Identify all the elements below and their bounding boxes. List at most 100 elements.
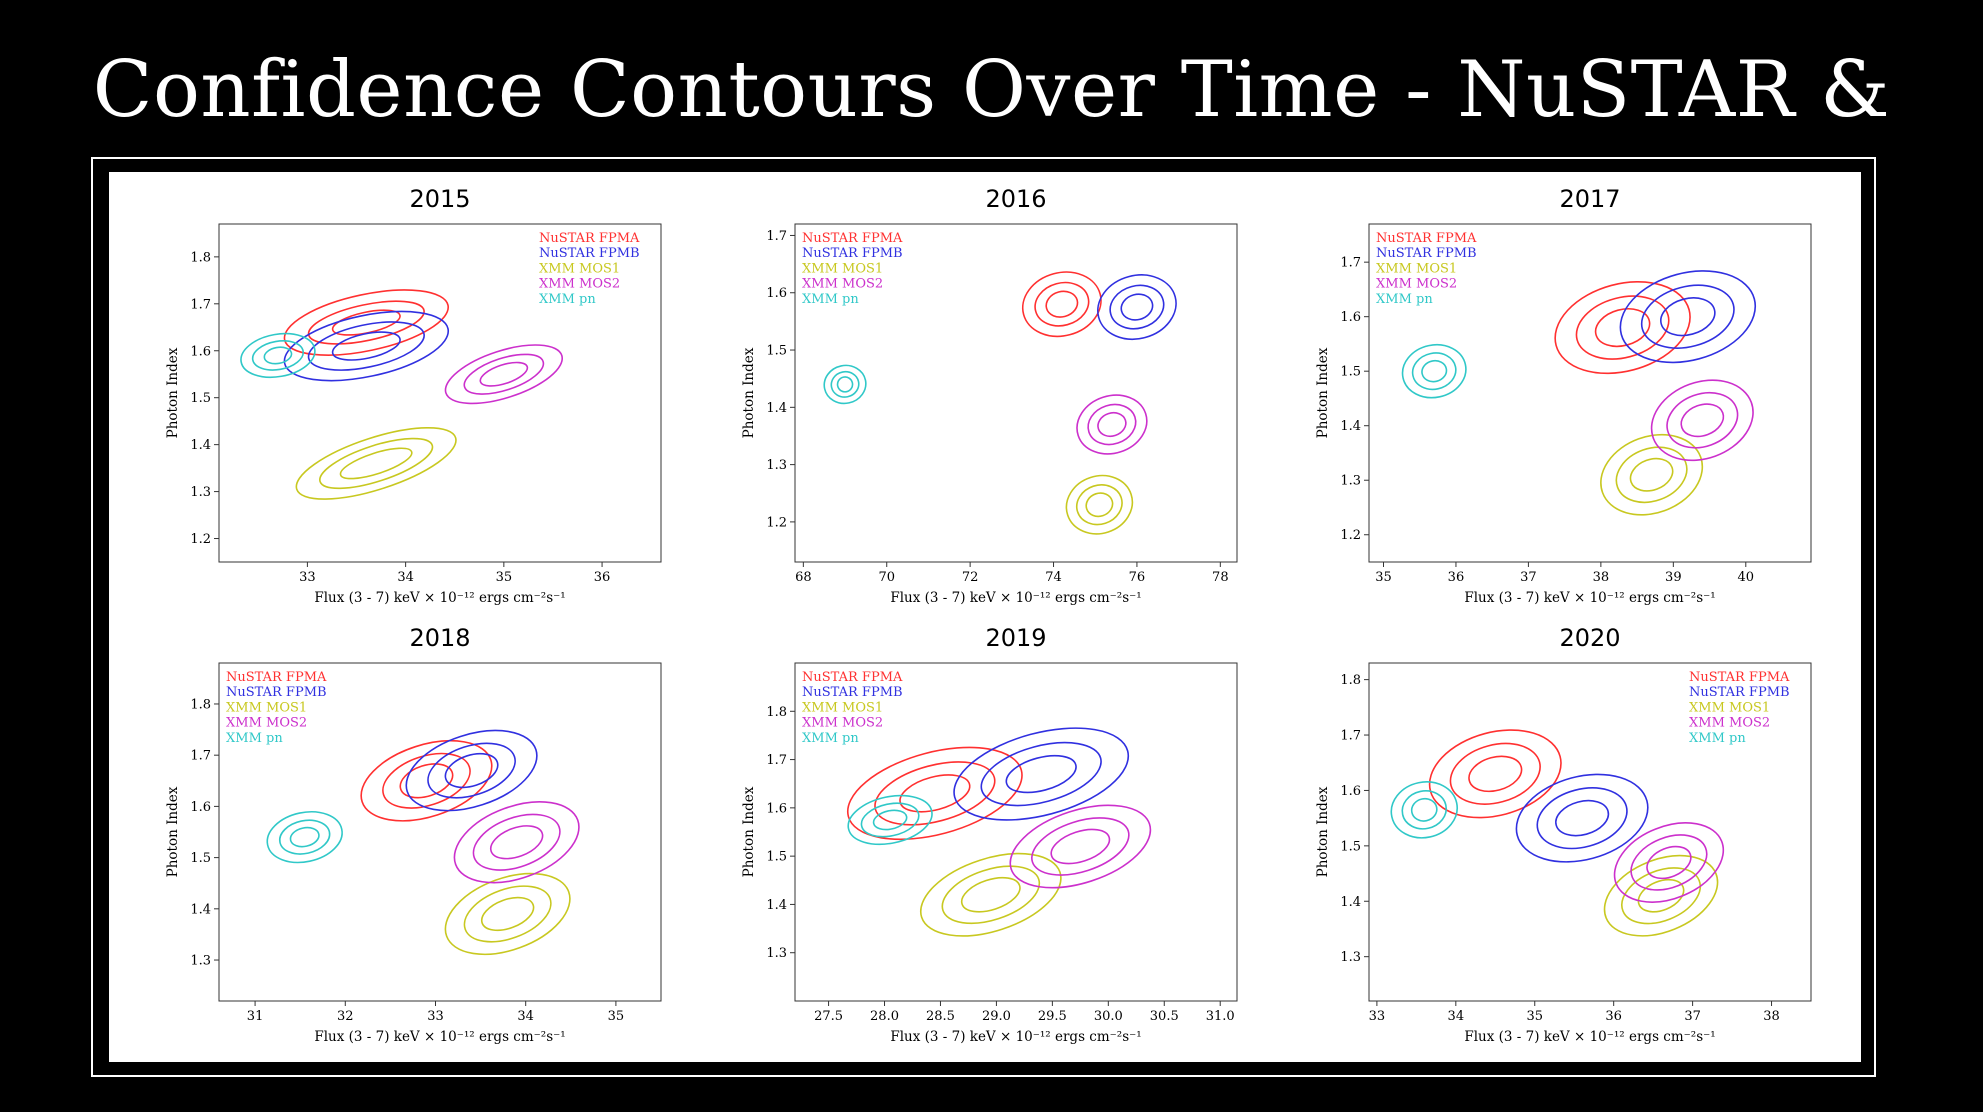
x-tick-label: 33 — [299, 570, 316, 585]
contour-nustar-fpma-1 — [1554, 281, 1691, 375]
contour-xmm-pn-3 — [836, 376, 854, 393]
contour-xmm-mos1-3 — [480, 896, 535, 932]
contour-xmm-pn-2 — [1401, 790, 1448, 830]
contour-nustar-fpma-1 — [283, 289, 450, 356]
y-tick-label: 1.6 — [1340, 784, 1361, 799]
x-axis-label: Flux (3 - 7) keV × 10⁻¹² ergs cm⁻²s⁻¹ — [890, 1029, 1141, 1045]
chart-panel-2019: 2019 27.5 28.0 28.5 29.0 29.5 30.0 30.5 31.0 1.3 1… — [741, 624, 1238, 1045]
y-tick-label: 1.5 — [190, 851, 211, 866]
chart-panel-2015: 2015 33 34 35 36 1.2 1.3 1.4 1.5 1.6 1.7 1.8 Flux (3… — [165, 185, 662, 606]
x-tick-label: 31.0 — [1206, 1009, 1235, 1024]
chart-panel-2018: 2018 31 32 33 34 35 1.3 1.4 1.5 1.6 1.7 1.8 Flux (3 … — [165, 624, 662, 1045]
contour-nustar-fpma-2 — [307, 300, 425, 345]
y-tick-label: 1.7 — [190, 749, 211, 764]
contour-nustar-fpma-3 — [399, 763, 454, 799]
contour-nustar-fpma-3 — [1594, 307, 1651, 348]
legend-entry: NuSTAR FPMB — [226, 685, 327, 700]
contour-nustar-fpma-1 — [1428, 729, 1562, 819]
y-tick-label: 1.6 — [190, 800, 211, 815]
contour-xmm-mos2-1 — [1650, 379, 1754, 462]
contour-nustar-fpma-2 — [874, 761, 996, 826]
y-tick-label: 1.4 — [1340, 419, 1361, 434]
contour-nustar-fpmb-2 — [427, 742, 516, 799]
x-tick-label: 30.5 — [1150, 1009, 1179, 1024]
x-tick-label: 29.5 — [1038, 1009, 1067, 1024]
legend-entry: XMM MOS2 — [1376, 277, 1457, 292]
plot-frame — [794, 223, 1238, 563]
contour-xmm-pn-1 — [1390, 781, 1458, 839]
contour-nustar-fpmb-3 — [444, 752, 499, 789]
contour-xmm-pn-2 — [1411, 352, 1457, 391]
plot-frame — [794, 662, 1238, 1002]
contour-xmm-mos1-3 — [1629, 457, 1674, 492]
y-tick-label: 1.5 — [766, 344, 787, 359]
x-tick-label: 68 — [795, 570, 812, 585]
y-tick-label: 1.5 — [766, 850, 787, 865]
legend-entry: NuSTAR FPMA — [1689, 670, 1790, 685]
x-tick-label: 27.5 — [814, 1009, 843, 1024]
y-tick-label: 1.5 — [1340, 839, 1361, 854]
contour-xmm-mos1-1 — [1065, 474, 1134, 535]
x-tick-label: 36 — [594, 570, 611, 585]
legend-entry: XMM MOS2 — [802, 716, 883, 731]
legend-entry: XMM MOS2 — [539, 277, 620, 292]
x-tick-label: 70 — [878, 570, 895, 585]
contour-nustar-fpma-1 — [846, 746, 1023, 841]
y-tick-label: 1.3 — [1340, 474, 1361, 489]
contour-xmm-pn-3 — [263, 346, 293, 365]
figure-area: 2015 33 34 35 36 1.2 1.3 1.4 1.5 1.6 1.7 1.8 Flux (3… — [109, 172, 1861, 1062]
x-tick-label: 30.0 — [1094, 1009, 1123, 1024]
contour-xmm-pn-1 — [1401, 343, 1467, 399]
contour-xmm-mos1-1 — [444, 872, 571, 956]
charts-grid: 2015 33 34 35 36 1.2 1.3 1.4 1.5 1.6 1.7 1.8 Flux (3… — [165, 185, 1812, 1045]
chart-title: 2017 — [1559, 185, 1620, 213]
contour-xmm-mos2-3 — [1097, 411, 1127, 438]
y-tick-label: 1.8 — [766, 705, 787, 720]
contour-xmm-mos2-2 — [1087, 403, 1137, 446]
y-tick-label: 1.4 — [766, 401, 787, 416]
x-tick-label: 36 — [1448, 570, 1465, 585]
legend-entry: XMM MOS2 — [802, 277, 883, 292]
x-tick-label: 38 — [1763, 1009, 1780, 1024]
contour-xmm-mos1-3 — [1085, 492, 1114, 518]
contour-xmm-pn-2 — [278, 819, 331, 855]
chart-panel-2020: 2020 33 34 35 36 37 38 1.3 1.4 1.5 1.6 1.7 1.8 Flux (… — [1315, 624, 1812, 1045]
contour-xmm-mos1-2 — [1075, 484, 1123, 526]
plot-frame — [218, 223, 662, 563]
legend-entry: NuSTAR FPMB — [802, 246, 903, 261]
contour-xmm-mos2-1 — [453, 801, 580, 884]
y-tick-label: 1.2 — [190, 532, 211, 547]
x-axis-label: Flux (3 - 7) keV × 10⁻¹² ergs cm⁻²s⁻¹ — [1464, 590, 1715, 606]
contour-nustar-fpma-1 — [360, 739, 493, 822]
y-axis-label: Photon Index — [1315, 347, 1331, 438]
legend-entry: XMM MOS1 — [802, 700, 883, 715]
x-axis-label: Flux (3 - 7) keV × 10⁻¹² ergs cm⁻²s⁻¹ — [1464, 1029, 1715, 1045]
legend-entry: NuSTAR FPMB — [1376, 246, 1477, 261]
y-tick-label: 1.6 — [1340, 310, 1361, 325]
y-tick-label: 1.8 — [190, 697, 211, 712]
y-tick-label: 1.4 — [766, 898, 787, 913]
legend-entry: XMM MOS1 — [802, 261, 883, 276]
contour-nustar-fpmb-1 — [1515, 773, 1649, 863]
contour-xmm-mos2-3 — [1680, 403, 1725, 438]
x-tick-label: 34 — [397, 570, 414, 585]
legend-entry: XMM MOS1 — [1376, 261, 1457, 276]
contour-xmm-pn-1 — [847, 794, 933, 846]
contour-xmm-mos2-2 — [1630, 834, 1708, 891]
contour-nustar-fpmb-2 — [1109, 284, 1165, 330]
legend-entry: NuSTAR FPMA — [539, 231, 640, 246]
contour-nustar-fpmb-2 — [1640, 284, 1735, 349]
x-tick-label: 33 — [427, 1009, 444, 1024]
contour-xmm-mos2-1 — [1076, 394, 1148, 455]
y-tick-label: 1.7 — [1340, 256, 1361, 271]
y-tick-label: 1.3 — [766, 458, 787, 473]
y-tick-label: 1.7 — [766, 229, 787, 244]
contour-xmm-mos1-3 — [960, 876, 1021, 913]
y-axis-label: Photon Index — [165, 786, 181, 877]
contour-xmm-pn-2 — [830, 370, 860, 398]
contours — [1401, 270, 1757, 516]
contour-xmm-mos2-2 — [463, 353, 545, 395]
contour-nustar-fpmb-2 — [1536, 787, 1628, 850]
legend-entry: XMM pn — [226, 731, 283, 746]
legend-entry: NuSTAR FPMB — [539, 246, 640, 261]
